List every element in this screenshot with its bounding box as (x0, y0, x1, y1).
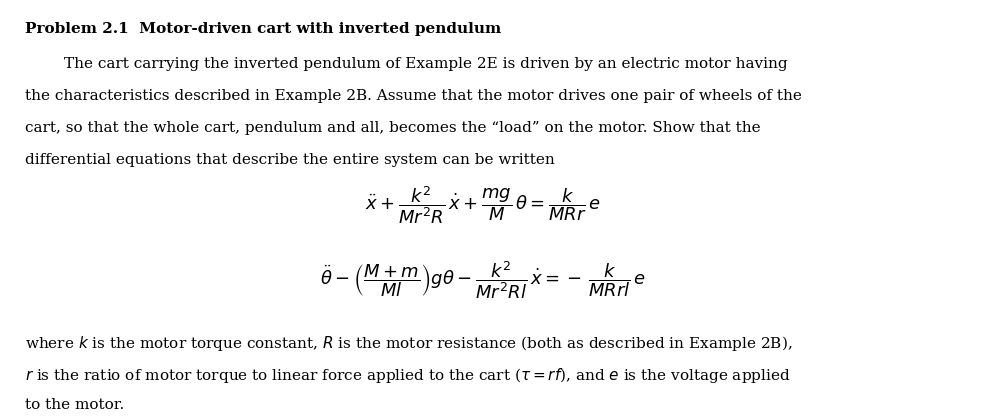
Text: Problem 2.1  Motor-driven cart with inverted pendulum: Problem 2.1 Motor-driven cart with inver… (25, 22, 501, 36)
Text: $\ddot{x} + \dfrac{k^2}{Mr^2R}\,\dot{x} + \dfrac{mg}{M}\,\theta = \dfrac{k}{MRr}: $\ddot{x} + \dfrac{k^2}{Mr^2R}\,\dot{x} … (365, 185, 601, 226)
Text: the characteristics described in Example 2B. Assume that the motor drives one pa: the characteristics described in Example… (25, 89, 802, 103)
Text: to the motor.: to the motor. (25, 399, 125, 413)
Text: $r$ is the ratio of motor torque to linear force applied to the cart ($\tau = rf: $r$ is the ratio of motor torque to line… (25, 366, 791, 385)
Text: cart, so that the whole cart, pendulum and all, becomes the “load” on the motor.: cart, so that the whole cart, pendulum a… (25, 121, 761, 135)
Text: The cart carrying the inverted pendulum of Example 2E is driven by an electric m: The cart carrying the inverted pendulum … (25, 57, 788, 71)
Text: where $k$ is the motor torque constant, $R$ is the motor resistance (both as des: where $k$ is the motor torque constant, … (25, 334, 793, 353)
Text: differential equations that describe the entire system can be written: differential equations that describe the… (25, 153, 555, 167)
Text: $\ddot{\theta} - \left(\dfrac{M+m}{Ml}\right)g\theta - \dfrac{k^2}{Mr^2Rl}\,\dot: $\ddot{\theta} - \left(\dfrac{M+m}{Ml}\r… (320, 259, 645, 301)
